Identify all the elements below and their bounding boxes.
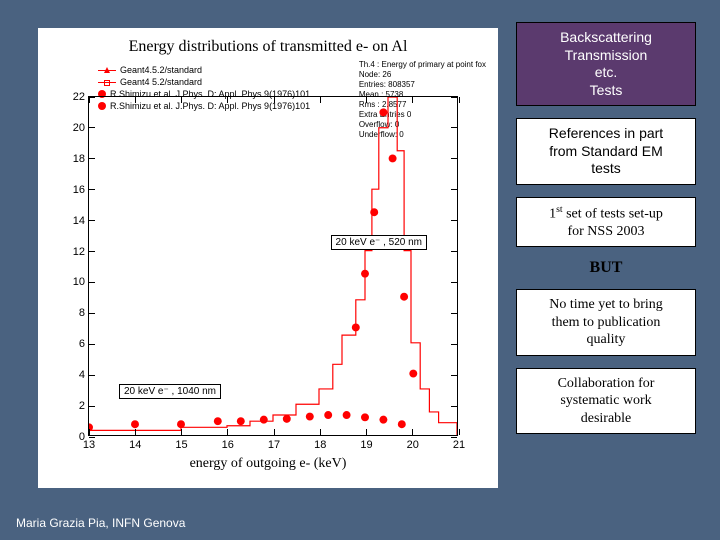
y-tick-label: 8: [59, 307, 85, 319]
inset-label-a: 20 keV e⁻ , 520 nm: [331, 235, 427, 250]
stats-row: Entries: 808357: [359, 80, 486, 90]
x-tick-label: 21: [453, 439, 465, 451]
collab-line: Collaboration for: [523, 375, 689, 393]
x-tick-label: 16: [222, 439, 234, 451]
tests-line: etc.: [523, 64, 689, 82]
but-label: BUT: [516, 259, 696, 277]
y-tick-label: 14: [59, 215, 85, 227]
pub-box: No time yet to bring them to publication…: [516, 289, 696, 356]
x-tick-label: 18: [314, 439, 326, 451]
ref-line: tests: [523, 160, 689, 178]
x-tick-label: 15: [175, 439, 187, 451]
pub-line: them to publication: [523, 314, 689, 332]
y-tick-label: 10: [59, 276, 85, 288]
references-box: References in part from Standard EM test…: [516, 118, 696, 185]
pub-line: quality: [523, 331, 689, 349]
collab-line: desirable: [523, 410, 689, 428]
first-set-line: for NSS 2003: [523, 223, 689, 241]
chart-panel: Energy distributions of transmitted e- o…: [38, 28, 498, 488]
tests-line: Tests: [523, 82, 689, 100]
inset-label-b: 20 keV e⁻ , 1040 nm: [119, 384, 221, 399]
legend-marker-sq-icon: [98, 82, 116, 83]
y-tick-label: 18: [59, 153, 85, 165]
first-set-line: 1st set of tests set-up: [523, 204, 689, 223]
legend-item: Geant4.5.2/standard: [120, 64, 202, 76]
first-set-box: 1st set of tests set-up for NSS 2003: [516, 197, 696, 248]
stats-row: Th.4 : Energy of primary at point fox: [359, 60, 486, 70]
y-tick-label: 12: [59, 246, 85, 258]
footer-credit: Maria Grazia Pia, INFN Genova: [16, 516, 185, 530]
y-tick-label: 22: [59, 91, 85, 103]
stats-row: Node: 26: [359, 70, 486, 80]
tests-line: Transmission: [523, 47, 689, 65]
y-tick-label: 0: [59, 431, 85, 443]
x-tick-label: 19: [360, 439, 372, 451]
x-tick-label: 17: [268, 439, 280, 451]
x-tick-label: 14: [129, 439, 141, 451]
y-tick-label: 6: [59, 338, 85, 350]
tests-box: Backscattering Transmission etc. Tests: [516, 22, 696, 106]
y-tick-label: 16: [59, 184, 85, 196]
y-tick-label: 20: [59, 122, 85, 134]
y-tick-label: 4: [59, 369, 85, 381]
plot-area: 20 keV e⁻ , 520 nm 20 keV e⁻ , 1040 nm 1…: [88, 96, 458, 436]
legend-item: Geant4 5.2/standard: [120, 76, 202, 88]
right-column: Backscattering Transmission etc. Tests R…: [516, 22, 696, 434]
first-set-pre: 1: [549, 206, 556, 221]
x-tick-label: 20: [407, 439, 419, 451]
legend-marker-tri-icon: [98, 70, 116, 71]
ref-line: References in part: [523, 125, 689, 143]
first-set-post: set of tests set-up: [563, 206, 663, 221]
collab-line: systematic work: [523, 392, 689, 410]
pub-line: No time yet to bring: [523, 296, 689, 314]
y-tick-label: 2: [59, 400, 85, 412]
chart-title: Energy distributions of transmitted e- o…: [38, 38, 498, 56]
tests-line: Backscattering: [523, 29, 689, 47]
collab-box: Collaboration for systematic work desira…: [516, 368, 696, 435]
ref-line: from Standard EM: [523, 143, 689, 161]
x-axis-label: energy of outgoing e- (keV): [38, 456, 498, 472]
